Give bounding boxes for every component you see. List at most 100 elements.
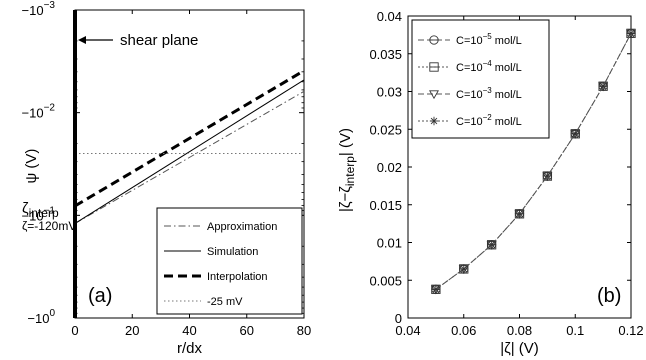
panel-b-y-label-sub: interp <box>343 156 357 186</box>
star-marker-stroke <box>430 117 438 125</box>
shear-plane-annotation: shear plane <box>78 32 198 49</box>
panel-b-y-ticks: 0 0.005 0.01 0.015 0.02 0.025 0.03 0.035 0.04 <box>369 9 631 326</box>
y-tick-base: −10 <box>27 311 49 326</box>
legend-exponent: −4 <box>483 59 493 68</box>
panel-b-series <box>430 28 636 295</box>
y-tick-exponent: −3 <box>44 0 56 11</box>
legend-swatch-marker <box>429 116 439 126</box>
data-point <box>571 129 580 138</box>
shear-plane-label: shear plane <box>120 32 198 49</box>
x-tick-label: 40 <box>182 323 196 338</box>
triangle-marker <box>429 90 439 100</box>
x-tick-label: 0.06 <box>451 323 476 338</box>
panel-a-y-ticks: −10−3−10−2−10−1−100 <box>22 0 304 326</box>
star-marker-stroke <box>488 241 495 249</box>
y-tick-label: −10−2 <box>22 103 56 121</box>
series-line <box>435 33 632 290</box>
panel-a-series <box>74 69 305 224</box>
panel-b-legend: C=10−5 mol/LC=10−4 mol/LC=10−3 mol/LC=10… <box>411 19 550 139</box>
y-tick-label: 0.005 <box>369 273 402 288</box>
x-tick-label: 0.1 <box>566 323 584 338</box>
panel-b-y-axis-label: |ζ−ζinterp| (V) <box>337 128 357 212</box>
y-tick-base: −10 <box>22 3 44 18</box>
y-tick-label: 0 <box>395 311 402 326</box>
x-tick-label: 0.12 <box>618 323 643 338</box>
y-tick-label: 0.03 <box>377 85 402 100</box>
panel-a-legend: Approximation Simulation Interpolation -25 … <box>156 207 303 315</box>
star-marker-stroke <box>516 210 523 218</box>
legend-label: Approximation <box>207 221 277 233</box>
y-tick-label: −100 <box>27 308 55 326</box>
y-tick-label: 0.04 <box>377 9 402 24</box>
x-tick-label: 80 <box>297 323 311 338</box>
data-point <box>459 264 468 274</box>
y-tick-label: −10−3 <box>22 0 56 18</box>
legend-suffix: mol/L <box>492 116 522 128</box>
shear-plane-arrowhead <box>78 36 86 44</box>
legend-label: Interpolation <box>207 271 268 283</box>
data-point <box>431 285 441 294</box>
y-tick-exponent: −2 <box>44 103 56 114</box>
x-tick-label: 60 <box>240 323 254 338</box>
panel-a-y-axis-label: ψ (V) <box>23 149 40 184</box>
legend-prefix: C=10 <box>456 116 483 128</box>
zeta-interp-subscript: interp <box>29 206 59 220</box>
panel-a-x-axis-label: r/dx <box>177 340 203 357</box>
y-tick-base: −10 <box>22 208 44 223</box>
panel-b-legend-items: C=10−5 mol/LC=10−4 mol/LC=10−3 mol/LC=10… <box>418 32 522 128</box>
series-line-simulation <box>74 79 305 224</box>
legend-prefix: C=10 <box>456 62 483 74</box>
panel-b-y-label-end: | (V) <box>337 128 354 156</box>
x-tick-label: 0.08 <box>507 323 532 338</box>
legend-swatch-marker <box>429 90 439 100</box>
y-tick-label: 0.035 <box>369 47 402 62</box>
zeta-value-label: ζ=-120mV <box>22 219 76 233</box>
y-tick-label: 0.01 <box>377 236 402 251</box>
panel-a-legend-items: Approximation Simulation Interpolation -25 … <box>164 221 277 308</box>
legend-label: C=10−2 mol/L <box>456 113 522 128</box>
legend-label: C=10−5 mol/L <box>456 32 522 47</box>
y-tick-label: −10−1 <box>22 205 56 223</box>
y-tick-exponent: −1 <box>44 205 56 216</box>
legend-label: Simulation <box>207 246 258 258</box>
data-point <box>487 240 496 249</box>
legend-label: C=10−3 mol/L <box>456 86 522 101</box>
legend-label: -25 mV <box>207 296 243 308</box>
y-tick-exponent: 0 <box>49 308 55 319</box>
legend-exponent: −3 <box>483 86 493 95</box>
panel-a-x-ticks: 0 20 40 60 80 <box>71 10 311 338</box>
series-line-approximation <box>74 90 305 224</box>
panel-b-y-label-main: |ζ−ζ <box>337 186 354 212</box>
panel-b-letter: (b) <box>597 285 621 307</box>
x-tick-label: 20 <box>125 323 139 338</box>
legend-suffix: mol/L <box>492 62 522 74</box>
panel-b-x-ticks: 0.04 0.06 0.08 0.1 0.12 <box>395 16 644 338</box>
panel-b: 0.04 0.06 0.08 0.1 0.12 00.0050.010.0150.020… <box>337 9 644 357</box>
y-tick-label: 0.015 <box>369 198 402 213</box>
panel-a: 0 20 40 60 80 −10−3−10−2−10−1−100 shear plan… <box>22 0 312 357</box>
legend-label: C=10−4 mol/L <box>456 59 522 74</box>
x-tick-label: 0.04 <box>395 323 420 338</box>
star-marker-stroke <box>460 265 468 273</box>
data-point <box>543 171 552 181</box>
y-tick-base: −10 <box>22 106 44 121</box>
legend-suffix: mol/L <box>492 89 522 101</box>
legend-suffix: mol/L <box>492 35 522 47</box>
series-star <box>431 29 636 294</box>
legend-swatch-marker <box>429 62 439 72</box>
zeta-interp-label: ζinterp <box>22 200 59 220</box>
data-point <box>626 29 636 38</box>
zeta-interp-main: ζ <box>22 200 29 217</box>
star-marker-stroke <box>544 172 551 180</box>
data-point <box>515 209 524 219</box>
star-marker-stroke <box>599 82 607 90</box>
star-marker-stroke <box>432 286 440 293</box>
legend-exponent: −2 <box>483 113 493 122</box>
legend-prefix: C=10 <box>456 35 483 47</box>
series-line-interpolation <box>74 69 305 208</box>
y-tick-label: 0.025 <box>369 122 402 137</box>
star-marker-stroke <box>571 130 579 138</box>
legend-exponent: −5 <box>483 32 493 41</box>
legend-swatch-marker <box>429 35 439 45</box>
